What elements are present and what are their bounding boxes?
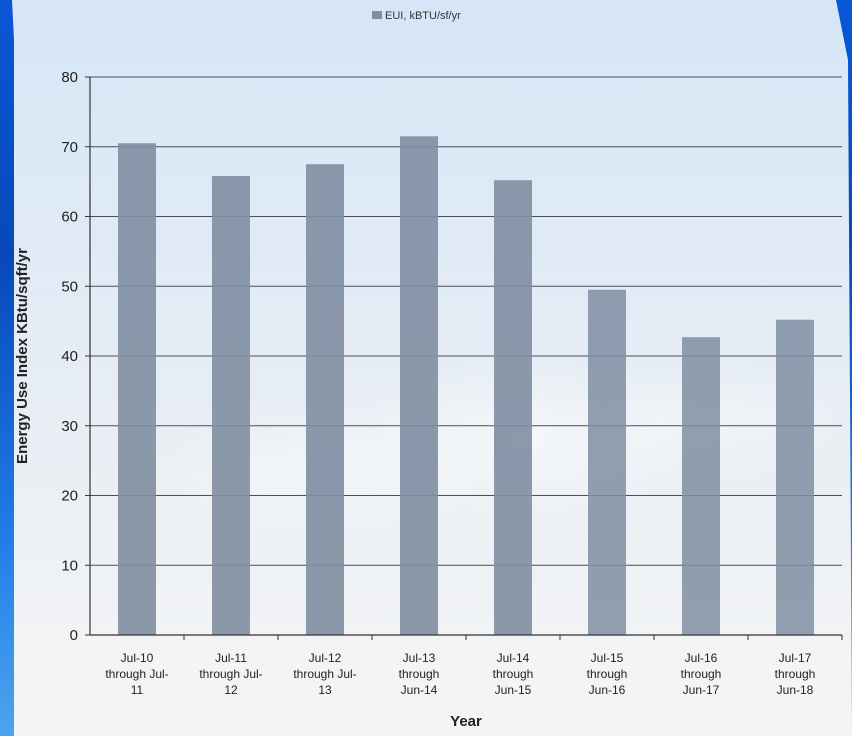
x-axis-labels: Jul-10 through Jul-11 Jul-11 through Jul-12… [105,635,843,697]
legend-label: EUI, kBTU/sf/yr [385,10,461,22]
x-tick-label: Jul-10 through Jul-11 [105,651,168,697]
x-axis-title: Year [450,713,482,730]
legend-swatch [372,11,382,19]
bar-1 [118,143,156,635]
y-tick-label: 40 [61,348,78,365]
y-tick-label: 50 [61,278,78,295]
bar-7 [682,337,720,635]
x-tick-label: Jul-12 through Jul-13 [293,651,356,697]
x-tick-label: Jul-16 through Jun-17 [681,651,722,697]
x-tick-label: Jul-17 through Jun-18 [775,651,816,697]
x-tick-label: Jul-14 through Jun-15 [493,651,534,697]
bar-2 [212,176,250,636]
bar-6 [588,289,626,635]
bars [118,136,814,636]
y-tick-label: 30 [61,418,78,435]
bar-8 [776,319,814,635]
y-tick-label: 80 [61,69,78,86]
legend: EUI, kBTU/sf/yr [372,10,461,22]
y-tick-label: 20 [61,488,78,505]
bar-5 [494,180,532,636]
x-tick-label: Jul-15 through Jun-16 [587,651,628,697]
y-tick-label: 70 [61,139,78,156]
y-tick-label: 60 [61,209,78,226]
y-axis-title: Energy Use Index KBtu/sqft/yr [14,248,31,464]
x-tick-label: Jul-13 through Jun-14 [399,651,440,697]
bar-3 [306,164,344,635]
y-axis-ticks: 0 10 20 30 40 50 60 70 80 [61,69,90,644]
x-tick-label: Jul-11 through Jul-12 [199,651,262,697]
bar-4 [400,136,438,635]
gridlines [90,76,842,566]
y-tick-label: 0 [70,627,78,644]
y-tick-label: 10 [61,557,78,574]
